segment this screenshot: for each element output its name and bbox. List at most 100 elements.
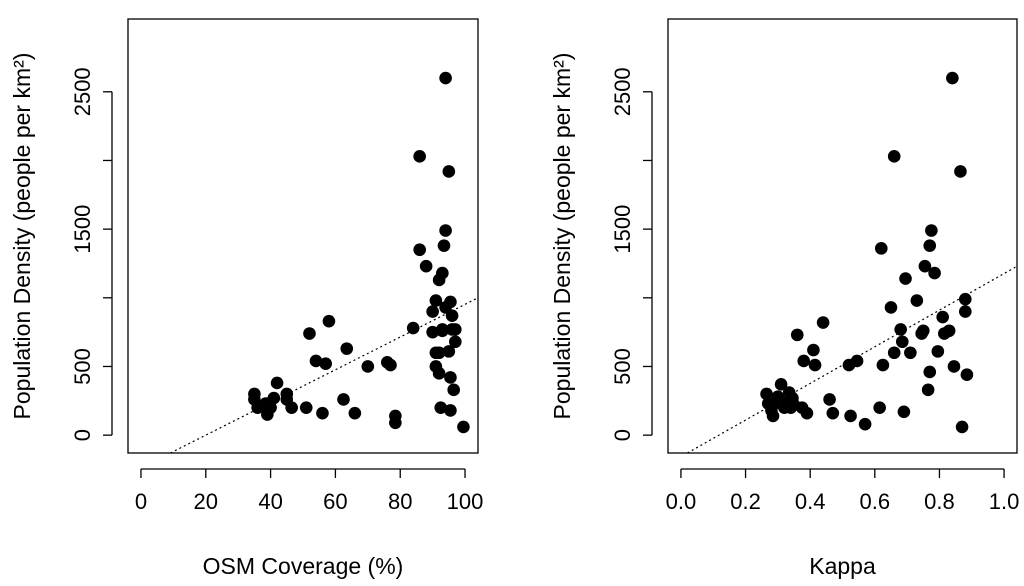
data-point <box>894 323 907 336</box>
data-point <box>816 316 830 329</box>
data-point <box>960 368 974 382</box>
data-point <box>299 401 313 414</box>
data-point <box>774 378 788 391</box>
data-point <box>442 345 456 358</box>
data-point <box>439 71 452 85</box>
data-point <box>348 406 362 420</box>
data-point <box>873 401 886 414</box>
data-point <box>916 324 930 338</box>
data-point <box>918 259 932 273</box>
data-point <box>823 393 836 406</box>
data-point <box>457 420 470 434</box>
data-point <box>826 406 840 420</box>
data-point <box>958 292 972 306</box>
data-point <box>337 393 350 406</box>
data-point <box>921 383 935 397</box>
x-tick-label: 60 <box>323 489 347 514</box>
data-point <box>340 342 354 355</box>
data-point <box>406 321 420 335</box>
data-point <box>439 224 452 237</box>
data-point <box>444 404 457 417</box>
data-point <box>899 272 912 285</box>
data-point <box>955 420 969 434</box>
data-point <box>904 346 917 360</box>
data-point <box>910 294 924 307</box>
data-point <box>449 335 462 349</box>
data-point <box>389 416 402 430</box>
data-point <box>947 360 961 373</box>
data-point <box>303 327 316 340</box>
x-tick-label: 40 <box>258 489 282 514</box>
data-point <box>413 243 426 257</box>
data-point <box>429 294 443 307</box>
data-point <box>384 358 397 372</box>
data-point <box>442 165 456 178</box>
data-point <box>309 354 323 368</box>
data-point <box>790 328 804 342</box>
data-point <box>936 310 949 324</box>
y-tick-label: 2500 <box>610 67 635 116</box>
data-point <box>923 239 937 252</box>
data-point <box>760 387 773 401</box>
data-point <box>285 401 298 414</box>
x-axis-title: Kappa <box>809 553 876 579</box>
data-point <box>844 409 857 423</box>
data-point <box>419 259 433 273</box>
data-point <box>426 305 439 318</box>
data-point <box>432 367 446 380</box>
data-point <box>874 242 888 255</box>
data-point <box>436 323 449 336</box>
data-point <box>432 346 446 360</box>
data-point <box>923 365 937 379</box>
data-point <box>807 343 820 357</box>
data-point <box>887 346 901 360</box>
y-tick-label: 1500 <box>70 205 95 254</box>
data-point <box>925 224 938 237</box>
y-tick-label: 500 <box>610 348 635 385</box>
data-point <box>319 357 332 371</box>
data-point <box>897 405 911 419</box>
x-tick-label: 0 <box>135 489 147 514</box>
x-tick-label: 80 <box>388 489 412 514</box>
data-point <box>928 266 941 280</box>
data-point <box>895 335 909 349</box>
data-point <box>797 354 811 368</box>
plot-frame <box>667 18 1018 454</box>
data-point <box>850 354 864 368</box>
y-tick-label: 0 <box>610 429 635 441</box>
data-point <box>434 401 448 414</box>
y-tick-label: 0 <box>70 429 95 441</box>
data-point <box>436 266 449 280</box>
data-point <box>954 165 967 178</box>
data-point <box>958 305 972 318</box>
data-point <box>445 309 459 322</box>
plot-frame <box>127 18 479 454</box>
data-point <box>858 417 872 431</box>
data-point <box>946 71 959 85</box>
x-tick-label: 20 <box>194 489 218 514</box>
y-tick-label: 1500 <box>610 205 635 254</box>
x-tick-label: 0.6 <box>860 489 891 514</box>
data-point <box>942 324 956 338</box>
y-axis-title: Population Density (people per km²) <box>9 53 35 420</box>
data-point <box>887 150 901 163</box>
x-tick-label: 0.8 <box>924 489 955 514</box>
y-tick-label: 500 <box>70 348 95 385</box>
data-point <box>444 295 457 309</box>
x-tick-label: 1.0 <box>989 489 1020 514</box>
data-point <box>766 409 780 423</box>
data-point <box>808 358 822 372</box>
data-point <box>267 391 281 405</box>
data-point <box>800 406 814 420</box>
data-point <box>322 314 336 328</box>
data-point <box>316 406 329 420</box>
data-point <box>426 325 439 339</box>
x-tick-label: 0.2 <box>730 489 761 514</box>
data-point <box>413 150 426 163</box>
panel-kappa: 0.0 0.2 0.4 0.6 0.8 1.0 0 500 1500 2500 Kappa Popul… <box>549 18 1020 579</box>
x-tick-label: 0.4 <box>795 489 826 514</box>
data-point <box>444 371 457 384</box>
x-axis-title: OSM Coverage (%) <box>203 553 404 579</box>
data-point <box>771 390 785 403</box>
